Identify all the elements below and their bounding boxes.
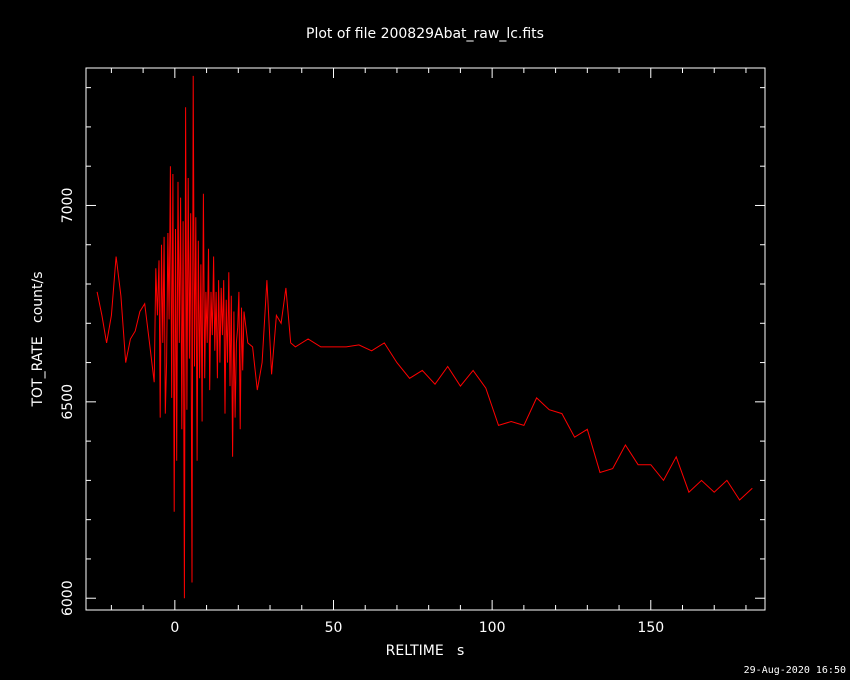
x-tick-label: 100 [479,620,506,636]
x-tick-label: 150 [637,620,664,636]
y-tick-label: 6000 [60,580,76,616]
x-axis-label: RELTIME s [386,643,465,659]
y-axis-label: TOT_RATE count/s [30,271,46,407]
plot-frame [85,67,766,611]
series-layer [96,75,753,599]
timestamp: 29-Aug-2020 16:50 [743,665,846,676]
rate-series-line [96,75,753,599]
tick-labels: 0 50 100 150 6000 6500 7000 [60,188,664,636]
x-tick-label: 0 [170,620,179,636]
y-tick-label: 7000 [60,188,76,224]
x-tick-label: 50 [325,620,343,636]
chart-title: Plot of file 200829Abat_raw_lc.fits [306,26,544,42]
axis-ticks [86,68,765,610]
y-tick-label: 6500 [60,384,76,420]
